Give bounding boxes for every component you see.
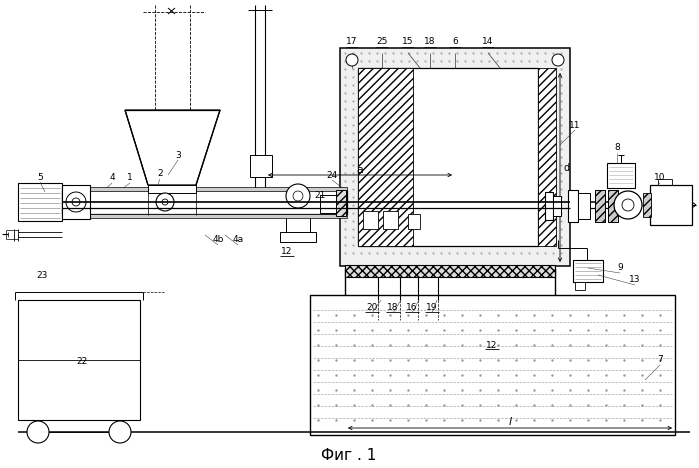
Bar xyxy=(310,295,675,435)
Text: 5: 5 xyxy=(37,173,43,182)
Text: 10: 10 xyxy=(654,174,665,183)
Bar xyxy=(18,183,62,221)
Text: 9: 9 xyxy=(617,263,623,272)
Bar xyxy=(374,265,382,271)
Bar xyxy=(280,232,316,242)
Circle shape xyxy=(162,199,168,205)
Bar xyxy=(595,190,605,222)
Bar xyxy=(434,265,442,271)
Circle shape xyxy=(72,198,80,206)
Bar xyxy=(62,214,347,218)
Circle shape xyxy=(293,191,303,201)
Text: 1: 1 xyxy=(127,174,133,183)
Bar xyxy=(658,179,672,187)
Text: 17: 17 xyxy=(346,37,358,46)
Bar xyxy=(643,193,651,217)
Bar xyxy=(545,192,553,220)
Bar xyxy=(363,211,378,229)
Text: 14: 14 xyxy=(482,37,493,46)
Bar xyxy=(608,190,618,222)
Text: 4a: 4a xyxy=(233,235,243,244)
Bar xyxy=(320,195,340,213)
Bar xyxy=(62,190,347,214)
Bar xyxy=(553,196,561,216)
Text: 21: 21 xyxy=(315,190,326,199)
Bar xyxy=(568,190,578,222)
Bar xyxy=(607,163,635,188)
Text: 4: 4 xyxy=(109,174,115,183)
Bar xyxy=(345,265,555,277)
Circle shape xyxy=(552,54,564,66)
Text: 24: 24 xyxy=(326,170,338,180)
Bar xyxy=(148,185,196,193)
Text: 11: 11 xyxy=(569,120,581,130)
Bar xyxy=(575,282,585,290)
Text: 23: 23 xyxy=(36,271,48,279)
Bar xyxy=(18,300,140,420)
Text: 6: 6 xyxy=(452,37,458,46)
Bar xyxy=(286,208,310,233)
Bar xyxy=(62,187,347,191)
Text: 8: 8 xyxy=(614,144,620,153)
Text: 25: 25 xyxy=(376,37,388,46)
Text: 2: 2 xyxy=(157,169,163,178)
Text: 18: 18 xyxy=(387,304,398,313)
Text: 13: 13 xyxy=(629,276,641,285)
Circle shape xyxy=(622,199,634,211)
Text: 19: 19 xyxy=(426,304,438,313)
Circle shape xyxy=(66,192,86,212)
Bar xyxy=(340,48,570,266)
Circle shape xyxy=(109,421,131,443)
Text: 16: 16 xyxy=(406,304,418,313)
Bar xyxy=(538,68,556,246)
Bar xyxy=(408,214,420,229)
Bar xyxy=(358,68,538,246)
Text: 3: 3 xyxy=(175,151,181,160)
Text: 12: 12 xyxy=(281,248,293,256)
Text: 20: 20 xyxy=(366,304,377,313)
Text: a: a xyxy=(356,165,363,175)
Text: Фиг . 1: Фиг . 1 xyxy=(322,447,377,462)
Bar xyxy=(414,265,422,271)
Text: d: d xyxy=(564,163,570,173)
Bar xyxy=(383,211,398,229)
Circle shape xyxy=(286,184,310,208)
Bar xyxy=(573,260,603,282)
Bar xyxy=(650,185,692,225)
Text: l: l xyxy=(508,417,512,427)
Bar xyxy=(336,190,346,216)
Bar xyxy=(396,265,404,271)
Text: 7: 7 xyxy=(657,356,663,365)
Text: 18: 18 xyxy=(424,37,435,46)
Text: 22: 22 xyxy=(76,358,87,366)
Circle shape xyxy=(346,54,358,66)
Text: 4b: 4b xyxy=(212,235,224,244)
Bar xyxy=(62,185,90,219)
Circle shape xyxy=(614,191,642,219)
Text: 12: 12 xyxy=(487,341,498,350)
Text: 15: 15 xyxy=(402,37,414,46)
Bar xyxy=(250,155,272,177)
Circle shape xyxy=(156,193,174,211)
Circle shape xyxy=(27,421,49,443)
Bar xyxy=(578,193,590,219)
Polygon shape xyxy=(125,110,220,185)
Bar xyxy=(358,68,413,246)
